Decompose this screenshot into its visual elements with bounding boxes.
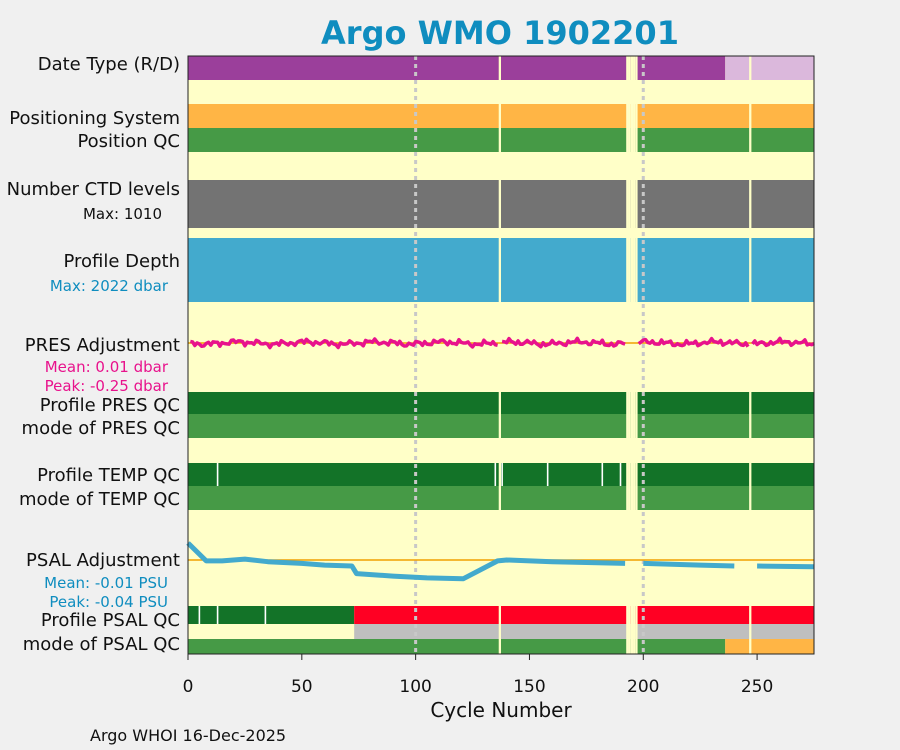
x-tick-label: 0 bbox=[183, 677, 194, 697]
ctd-max-annotation: Max: 1010 bbox=[83, 205, 162, 223]
chart-title: Argo WMO 1902201 bbox=[321, 14, 679, 52]
x-tick-label: 100 bbox=[399, 677, 431, 697]
label-ctd-levels: Number CTD levels bbox=[7, 179, 180, 200]
pres-adjustment-line bbox=[751, 336, 815, 348]
psal-adjustment-line bbox=[643, 560, 735, 569]
lines-layer bbox=[186, 336, 815, 582]
psal-qc-mark bbox=[198, 606, 201, 624]
label-mode-pres-qc: mode of PRES QC bbox=[22, 418, 180, 439]
x-axis-label: Cycle Number bbox=[430, 698, 572, 722]
x-axis: 0 50 100 150 200 250 bbox=[183, 654, 773, 697]
plot-frame bbox=[187, 55, 815, 655]
date-type-delayed-bar bbox=[725, 56, 814, 80]
pres-adjustment-line bbox=[189, 337, 498, 350]
label-pres-adjustment: PRES Adjustment bbox=[25, 335, 180, 356]
missing-cycle-gap bbox=[628, 56, 631, 654]
psal-peak-annotation: Peak: -0.04 PSU bbox=[49, 593, 168, 611]
temp-qc-mark bbox=[619, 463, 622, 486]
psal-adjustment-line bbox=[186, 541, 626, 582]
label-mode-temp-qc: mode of TEMP QC bbox=[19, 489, 180, 510]
psal-qc-mark bbox=[216, 606, 219, 624]
missing-cycle-gap bbox=[630, 56, 634, 654]
depth-max-annotation: Max: 2022 dbar bbox=[50, 277, 169, 295]
psal-qc-mark bbox=[264, 606, 267, 624]
pres-adjustment-line bbox=[501, 336, 626, 349]
profile-psal-qc-good-bar bbox=[188, 606, 355, 624]
missing-cycle-gap bbox=[749, 56, 752, 654]
temp-qc-mark bbox=[216, 463, 219, 486]
label-psal-adjustment: PSAL Adjustment bbox=[26, 550, 180, 571]
label-mode-psal-qc: mode of PSAL QC bbox=[23, 634, 180, 655]
missing-cycle-gap bbox=[626, 56, 629, 654]
missing-cycle-gap bbox=[633, 56, 636, 654]
pres-peak-annotation: Peak: -0.25 dbar bbox=[45, 377, 169, 395]
mode-psal-qc-probably-bad-bar bbox=[725, 639, 814, 654]
pres-adjustment-line bbox=[637, 336, 750, 348]
label-date-type: Date Type (R/D) bbox=[38, 54, 180, 75]
label-profile-depth: Profile Depth bbox=[63, 251, 180, 272]
mode-psal-qc-good-bar bbox=[188, 639, 726, 654]
bars-layer bbox=[188, 56, 814, 654]
label-positioning-system: Positioning System bbox=[9, 108, 180, 129]
x-tick-label: 50 bbox=[291, 677, 313, 697]
x-tick-label: 250 bbox=[741, 677, 773, 697]
missing-cycle-gap bbox=[635, 56, 638, 654]
label-profile-psal-qc: Profile PSAL QC bbox=[41, 610, 180, 631]
temp-qc-mark bbox=[494, 463, 497, 486]
pres-mean-annotation: Mean: 0.01 dbar bbox=[45, 358, 169, 376]
psal-adjustment-line bbox=[757, 563, 815, 570]
psal-qc-missing-bar bbox=[354, 624, 814, 639]
label-profile-pres-qc: Profile PRES QC bbox=[40, 395, 180, 416]
label-position-qc: Position QC bbox=[77, 131, 180, 152]
temp-qc-mark bbox=[601, 463, 604, 486]
label-profile-temp-qc: Profile TEMP QC bbox=[37, 465, 180, 486]
temp-qc-mark bbox=[501, 463, 503, 486]
x-tick-label: 200 bbox=[627, 677, 659, 697]
markers-layer bbox=[414, 56, 645, 654]
x-tick-label: 150 bbox=[513, 677, 545, 697]
missing-cycle-gap bbox=[498, 56, 501, 654]
profile-psal-qc-bad-bar bbox=[354, 606, 814, 624]
psal-mean-annotation: Mean: -0.01 PSU bbox=[44, 574, 168, 592]
temp-qc-mark bbox=[546, 463, 549, 486]
footer-credit: Argo WHOI 16-Dec-2025 bbox=[90, 726, 286, 745]
